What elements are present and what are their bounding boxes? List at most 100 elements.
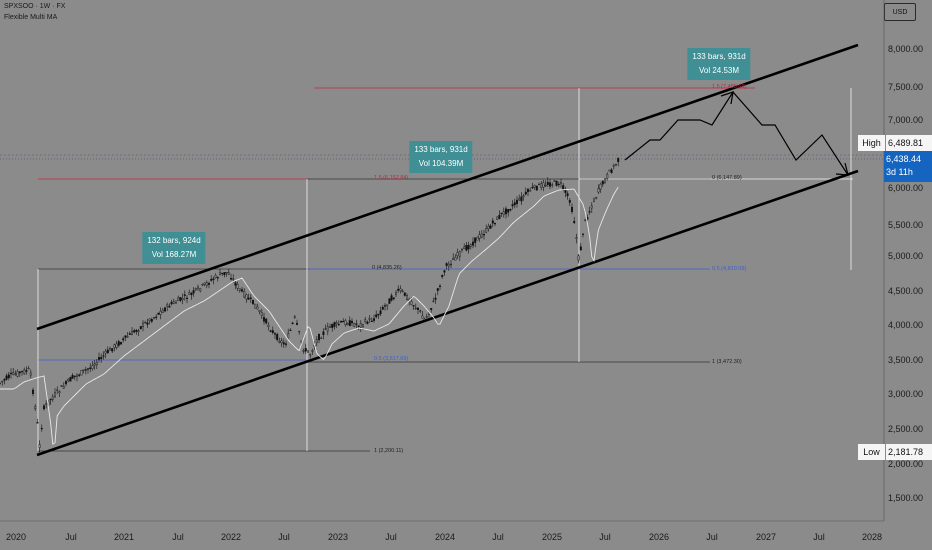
y-tick-1500: 1,500.00: [888, 493, 924, 503]
candle-body: [49, 398, 52, 401]
candle-body: [425, 316, 428, 318]
measure-box-3[interactable]: 133 bars, 931d Vol 24.53M: [687, 48, 751, 80]
candle-body: [441, 275, 444, 277]
candle-body: [447, 263, 450, 267]
candle-body: [71, 374, 74, 379]
candle-body: [238, 288, 241, 291]
candle-body: [249, 297, 252, 299]
x-tick-2025: 2025: [541, 532, 563, 542]
fib-label-b-half: 0.5 (4,810.09): [712, 266, 747, 272]
measure-box-2[interactable]: 133 bars, 931d Vol 104.39M: [409, 141, 473, 173]
candle-body: [296, 322, 299, 325]
y-tick-2000: 2,000.00: [888, 459, 924, 469]
candle-body: [102, 355, 105, 357]
candle-body: [546, 181, 549, 185]
candle-body: [199, 288, 202, 292]
candle-body: [406, 295, 409, 300]
candle-body: [32, 389, 35, 394]
candle-body: [496, 216, 499, 220]
candle-body: [5, 375, 8, 380]
candle-body: [375, 314, 378, 318]
candle-body: [344, 320, 347, 325]
candle-body: [100, 357, 103, 360]
candle-body: [348, 320, 351, 326]
x-tick-jul-2020: Jul: [65, 532, 77, 542]
candle-body: [124, 335, 127, 338]
candle-body: [58, 391, 61, 394]
candle-body: [606, 174, 609, 179]
x-tick-jul-2021: Jul: [172, 532, 184, 542]
candle-body: [54, 392, 57, 397]
measure-vol-1: Vol 168.27M: [151, 250, 197, 259]
candle-body: [472, 241, 475, 246]
candle-body: [192, 290, 195, 294]
candle-body: [304, 348, 307, 352]
candle-body: [399, 288, 402, 291]
candle-body: [516, 199, 519, 204]
candle-body: [494, 222, 497, 225]
candle-body: [152, 317, 155, 319]
moving-average-line: [0, 187, 619, 445]
candle-body: [419, 310, 422, 312]
candle-body: [80, 370, 83, 376]
candle-body: [445, 263, 448, 266]
candle-body: [357, 325, 360, 327]
candle-body: [443, 270, 446, 273]
candle-body: [373, 318, 376, 321]
candle-body: [256, 306, 259, 310]
candle-body: [560, 182, 563, 184]
candle-body: [67, 378, 70, 382]
candlestick-series: [0, 157, 620, 453]
candle-body: [579, 246, 582, 251]
x-tick-2027: 2027: [755, 532, 777, 542]
candle-body: [502, 211, 505, 215]
measure-box-1[interactable]: 132 bars, 924d Vol 168.27M: [142, 232, 206, 264]
candle-body: [557, 183, 560, 186]
candle-body: [194, 288, 197, 290]
high-value-tag: 6,489.81: [886, 135, 932, 151]
candle-body: [137, 330, 140, 332]
indicator-legend[interactable]: Flexible Multi MA: [4, 14, 58, 21]
candle-body: [326, 326, 329, 332]
candle-body: [128, 333, 131, 335]
candle-body: [278, 341, 281, 343]
candle-body: [333, 322, 336, 327]
candle-body: [139, 326, 142, 329]
candle-body: [97, 357, 100, 360]
candle-body: [430, 308, 433, 310]
candle-body: [207, 283, 210, 285]
candle-body: [166, 304, 169, 307]
candle-body: [410, 301, 413, 305]
candle-body: [293, 316, 296, 318]
candle-body: [188, 292, 191, 295]
candle-body: [390, 295, 393, 301]
candle-body: [384, 305, 387, 307]
currency-button[interactable]: USD: [884, 3, 916, 21]
candle-body: [174, 302, 177, 304]
candle-body: [544, 184, 547, 187]
candle-body: [91, 365, 94, 369]
candle-body: [511, 204, 514, 207]
candle-body: [177, 297, 180, 302]
candle-body: [274, 333, 277, 335]
candle-body: [38, 444, 41, 448]
candle-body: [227, 272, 230, 275]
candle-body: [491, 220, 494, 224]
symbol-title: SPXSOO · 1W · FX: [4, 3, 66, 10]
candle-body: [322, 331, 325, 335]
candle-body: [331, 324, 334, 328]
candle-body: [89, 367, 92, 369]
candle-body: [522, 195, 525, 197]
candle-body: [183, 294, 186, 296]
y-tick-3000: 3,000.00: [888, 389, 924, 399]
candle-body: [412, 305, 415, 307]
candle-body: [368, 318, 371, 320]
candle-body: [78, 374, 81, 376]
candle-body: [144, 322, 147, 324]
candle-body: [135, 329, 138, 332]
candle-body: [421, 315, 424, 319]
candle-body: [163, 307, 166, 312]
x-tick-jul-2024: Jul: [492, 532, 504, 542]
candle-body: [434, 297, 437, 300]
